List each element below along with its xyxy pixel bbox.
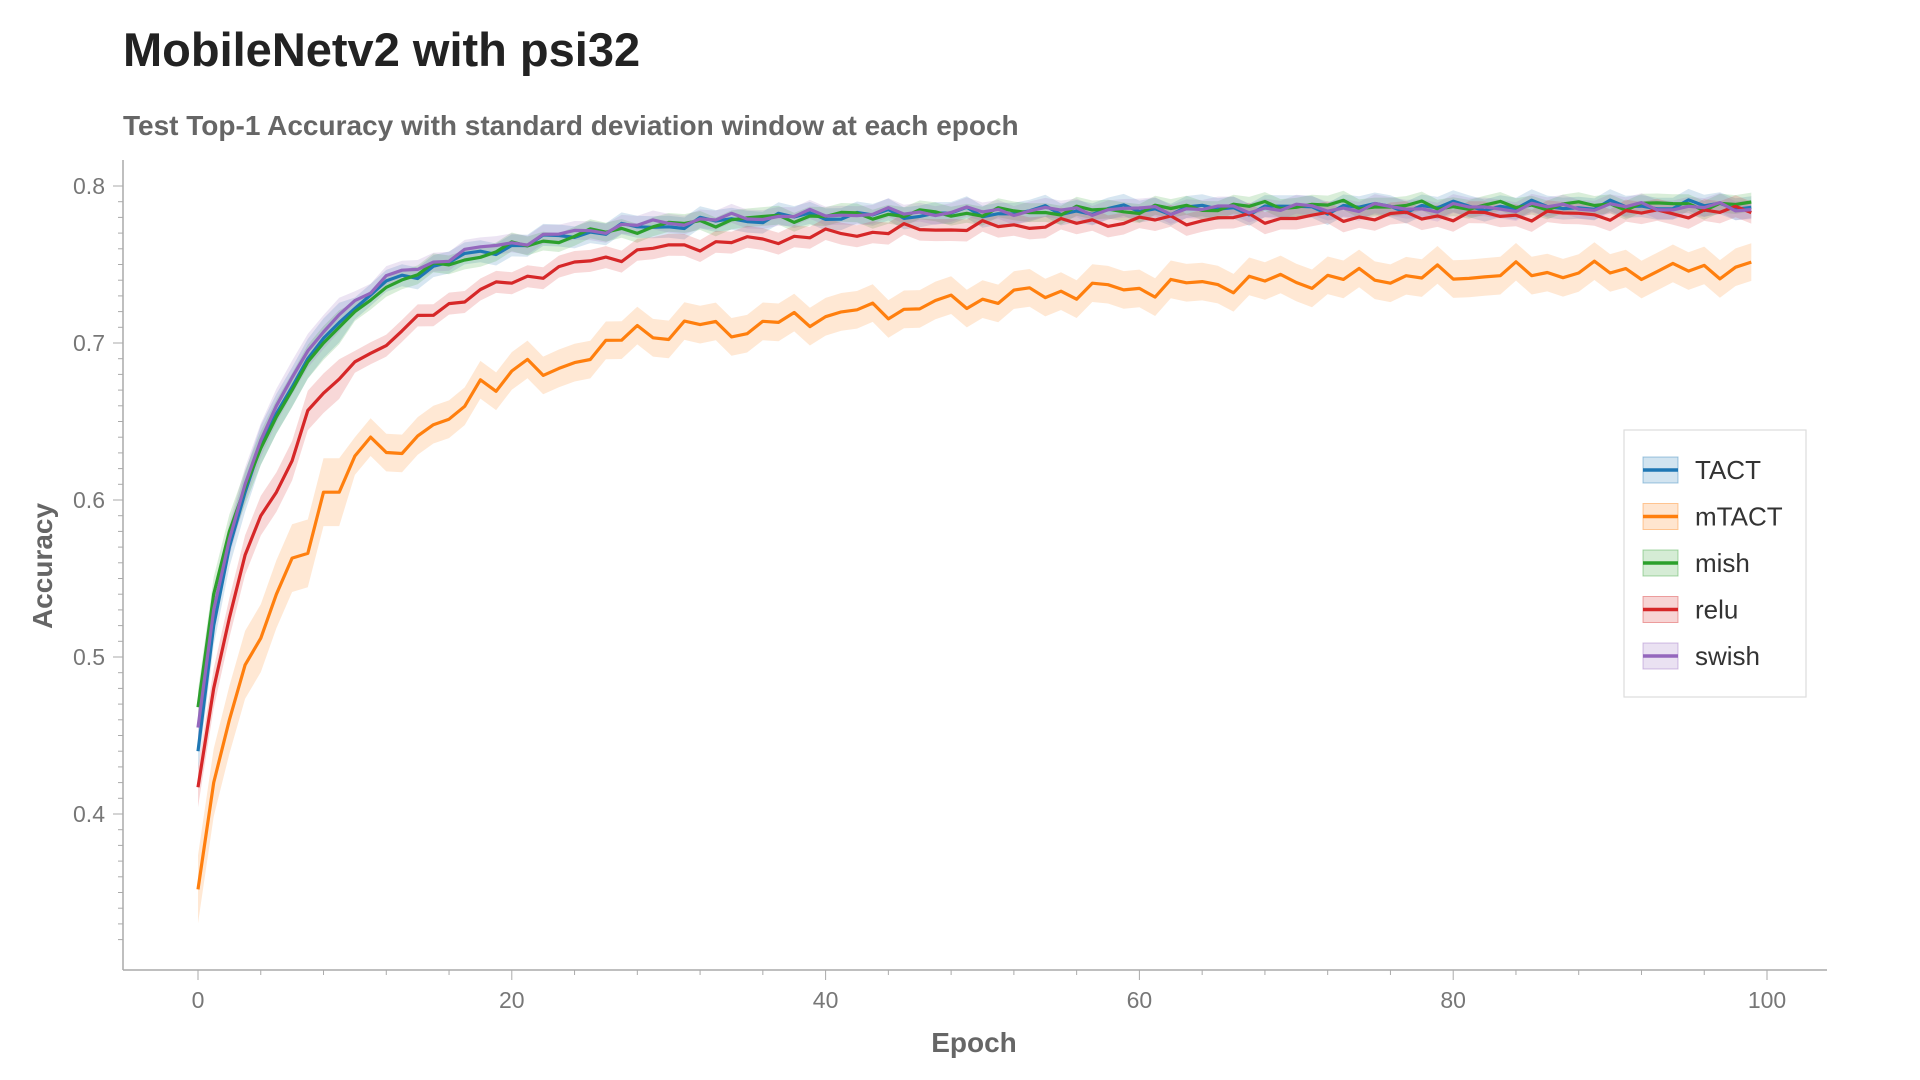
series-line-mtact bbox=[196, 259, 1752, 890]
legend-item-swish: swish bbox=[1642, 641, 1760, 671]
x-axis-title: Epoch bbox=[931, 1027, 1017, 1058]
legend: TACT mTACT mish relu swish bbox=[1623, 429, 1807, 698]
x-tick-label: 100 bbox=[1748, 987, 1786, 1013]
legend-item-mtact: mTACT bbox=[1642, 502, 1783, 532]
y-tick-label: 0.4 bbox=[73, 801, 105, 827]
legend-label: relu bbox=[1695, 595, 1738, 625]
y-tick-label: 0.6 bbox=[73, 487, 105, 513]
legend-label: swish bbox=[1695, 641, 1760, 671]
legend-item-tact: TACT bbox=[1642, 455, 1761, 485]
y-tick-label: 0.5 bbox=[73, 644, 105, 670]
series-lines bbox=[196, 198, 1752, 890]
legend-label: TACT bbox=[1695, 455, 1761, 485]
x-tick-label: 80 bbox=[1440, 987, 1466, 1013]
x-tick-label: 20 bbox=[499, 987, 525, 1013]
y-axis-title: Accuracy bbox=[27, 503, 58, 630]
x-tick-label: 60 bbox=[1127, 987, 1153, 1013]
std-band-mtact bbox=[198, 242, 1752, 924]
legend-item-mish: mish bbox=[1642, 548, 1750, 578]
legend-label: mTACT bbox=[1695, 502, 1783, 532]
std-bands bbox=[198, 188, 1752, 924]
x-tick-label: 0 bbox=[192, 987, 205, 1013]
axes bbox=[122, 160, 1827, 971]
chart-title: MobileNetv2 with psi32 bbox=[123, 23, 641, 76]
legend-item-relu: relu bbox=[1642, 595, 1738, 625]
ticks: 0 20 40 60 80 100 0.4 0.5 0.6 0.7 0.8 bbox=[73, 173, 1786, 1013]
y-tick-label: 0.8 bbox=[73, 173, 105, 199]
legend-label: mish bbox=[1695, 548, 1750, 578]
series-line-swish bbox=[196, 201, 1752, 728]
series-line-mish bbox=[196, 198, 1752, 708]
chart-subtitle: Test Top-1 Accuracy with standard deviat… bbox=[123, 110, 1019, 141]
series-line-relu bbox=[196, 204, 1752, 788]
x-tick-label: 40 bbox=[813, 987, 839, 1013]
y-tick-label: 0.7 bbox=[73, 330, 105, 356]
